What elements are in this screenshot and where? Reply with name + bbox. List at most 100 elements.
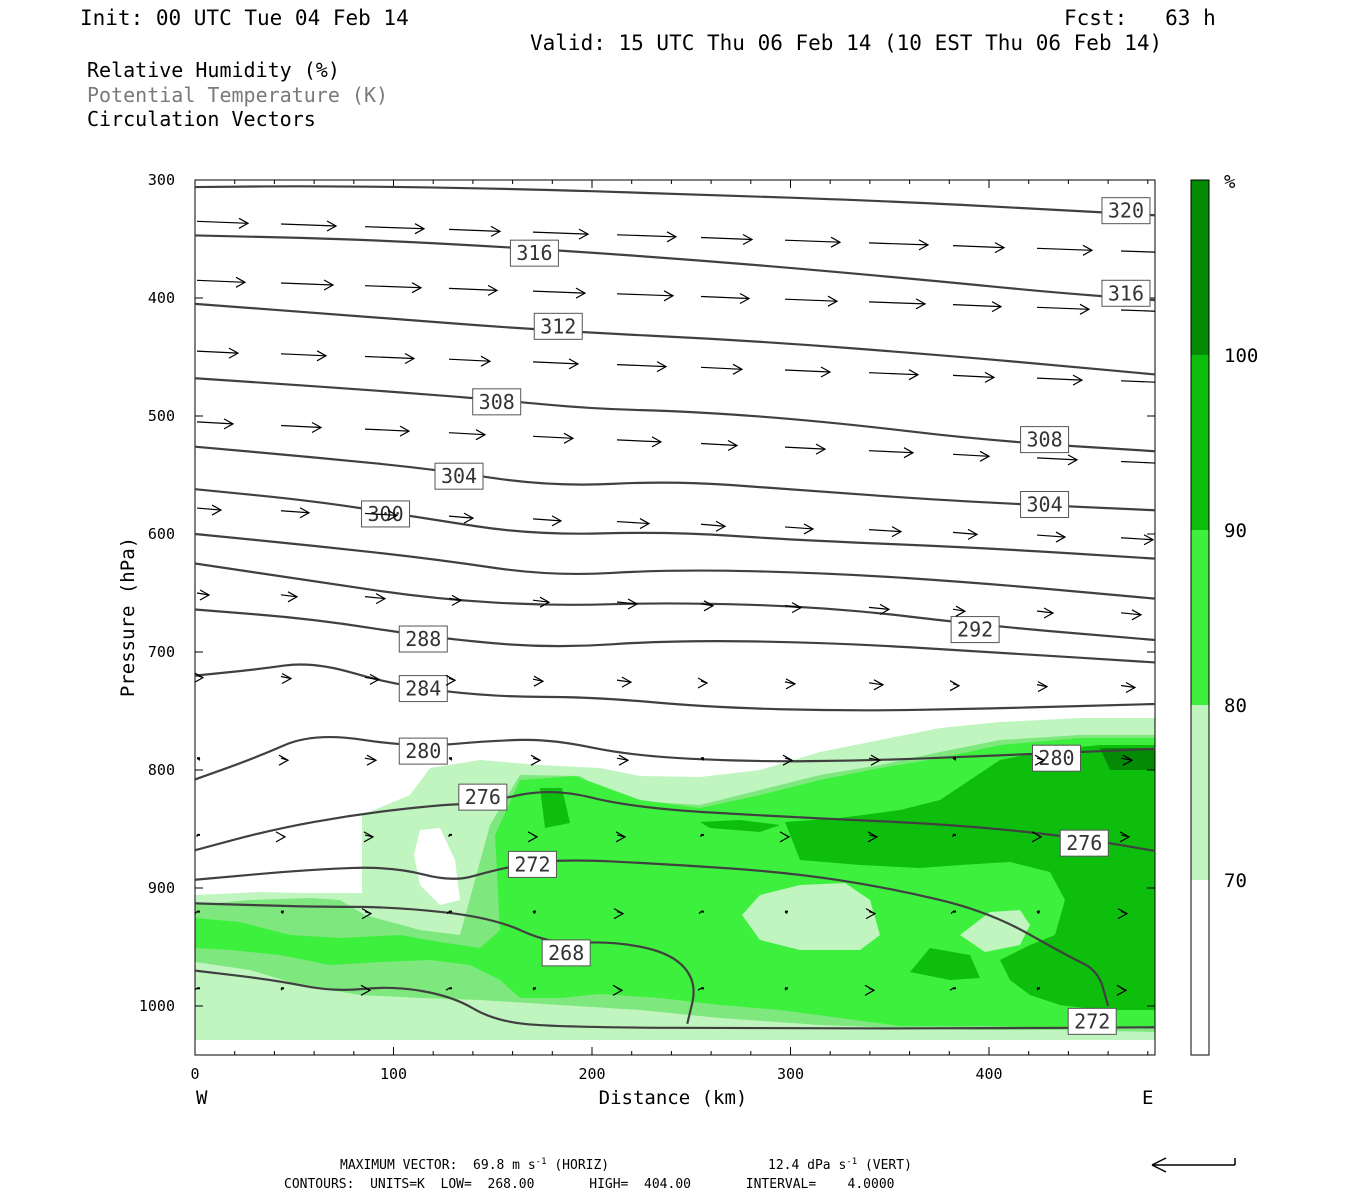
theta-contour-296	[195, 532, 1155, 600]
wind-vector	[952, 245, 1005, 249]
theta-label-308: 308	[1027, 428, 1063, 452]
wind-vector-head	[316, 350, 328, 362]
wind-vector-head	[1143, 534, 1155, 546]
wind-vector-head	[782, 754, 794, 766]
wind-vector	[364, 428, 410, 432]
x-tick-label-200: 200	[578, 1065, 605, 1083]
wind-vector-head	[311, 421, 323, 434]
init-time: Init: 00 UTC Tue 04 Feb 14	[80, 6, 409, 30]
wind-vector	[1120, 380, 1155, 383]
wind-vector-head	[1122, 754, 1134, 766]
wind-vector	[195, 911, 198, 915]
wind-vector-head	[994, 242, 1006, 254]
wind-vector-head	[238, 217, 250, 229]
theta-contour-280	[195, 735, 1155, 781]
theta-label-292: 292	[957, 618, 993, 642]
plot-frame	[194, 179, 1156, 1056]
wind-vector-head	[527, 831, 539, 843]
wind-vector-head	[955, 605, 967, 617]
wind-vector	[952, 531, 978, 535]
wind-vector-head	[891, 526, 903, 538]
colorbar-label-100: 100	[1224, 345, 1258, 367]
theta-label-box-276	[1059, 829, 1109, 857]
colorbar-frame	[1190, 179, 1210, 1056]
theta-label-316: 316	[1108, 281, 1144, 305]
theta-label-284: 284	[405, 677, 441, 701]
wind-vector-head	[551, 515, 563, 527]
wind-vector-head	[399, 425, 411, 437]
wind-vector-head	[967, 528, 979, 540]
wind-vector-head	[299, 507, 311, 519]
wind-vector-head	[984, 371, 996, 383]
wind-vector-head	[1171, 248, 1180, 258]
wind-vector	[532, 231, 589, 235]
reference-vector-arrow	[1151, 1157, 1236, 1173]
theta-label-box-268	[541, 939, 591, 967]
wind-vector-head	[414, 223, 426, 235]
colorbar-top-segment	[1191, 180, 1209, 355]
wind-vector	[448, 597, 462, 601]
wind-vector	[1120, 309, 1155, 312]
y-tick-label-400: 400	[148, 289, 175, 307]
wind-vector	[700, 523, 726, 527]
wind-vector-head	[697, 677, 709, 689]
wind-vector	[868, 606, 890, 610]
rh-70-hole-3	[960, 910, 1030, 952]
x-axis-title: Distance (km)	[599, 1087, 748, 1109]
theta-contour-276	[195, 790, 1155, 853]
wind-vector	[280, 282, 334, 286]
theta-label-276: 276	[1066, 831, 1102, 855]
wind-vector-head	[530, 754, 542, 766]
theta-label-box-308	[1020, 426, 1070, 454]
wind-vector	[196, 421, 234, 425]
colorbar-70-80-segment	[1191, 705, 1209, 880]
rh-shading	[195, 718, 1155, 1040]
wind-vector-head	[463, 512, 475, 524]
theta-label-box-276	[458, 783, 508, 811]
wind-vector-head	[918, 239, 930, 251]
theta-contour-284	[195, 663, 1155, 712]
theta-label-320: 320	[1108, 199, 1144, 223]
footer-vertical-vector: 12.4 dPa s-1 (VERT)	[768, 1157, 912, 1173]
wind-vector-head	[480, 355, 492, 367]
wind-vector-head	[827, 295, 839, 307]
wind-vector	[448, 432, 486, 436]
wind-vector-head	[487, 284, 499, 296]
wind-vector-head	[742, 233, 754, 246]
footer-max-vector: MAXIMUM VECTOR: 69.8 m s-1 (HORIZ)	[340, 1157, 610, 1173]
wind-vector-head	[830, 236, 842, 248]
wind-vector-head	[281, 672, 293, 685]
colorbar-90-100-segment	[1191, 355, 1209, 530]
wind-vector	[1036, 534, 1066, 538]
wind-vector	[784, 526, 814, 530]
wind-vector	[364, 596, 386, 600]
wind-vector-head	[326, 220, 338, 232]
wind-vector-head	[404, 352, 416, 365]
wind-vector	[280, 353, 327, 357]
wind-vector	[532, 518, 562, 522]
wind-vector-head	[211, 504, 223, 516]
theta-contour-272	[195, 859, 1110, 1007]
theta-label-box-316	[1101, 279, 1151, 307]
wind-vector	[952, 453, 990, 457]
theta-label-276: 276	[465, 785, 501, 809]
colorbar-80-90-segment	[1191, 530, 1209, 705]
valid-time: Valid: 15 UTC Thu 06 Feb 14 (10 EST Thu …	[530, 31, 1163, 55]
wind-vector-head	[1161, 378, 1170, 388]
wind-vector-head	[575, 287, 587, 299]
wind-vector-head	[1055, 531, 1067, 543]
wind-vector-head	[475, 429, 487, 441]
wind-vector	[532, 435, 574, 439]
wind-vector	[196, 592, 210, 596]
rh-100-small-region-3	[910, 948, 980, 980]
theta-contour-308	[195, 377, 1155, 453]
wind-vector-head	[1034, 754, 1046, 766]
wind-vector	[1036, 377, 1083, 381]
wind-vector	[446, 911, 450, 915]
wind-vector-head	[1037, 681, 1049, 693]
theta-label-316: 316	[516, 241, 552, 265]
colorbar: % 100 90 80 70	[1190, 171, 1258, 1056]
wind-vector	[1120, 537, 1154, 541]
theta-label-box-304	[434, 462, 484, 490]
